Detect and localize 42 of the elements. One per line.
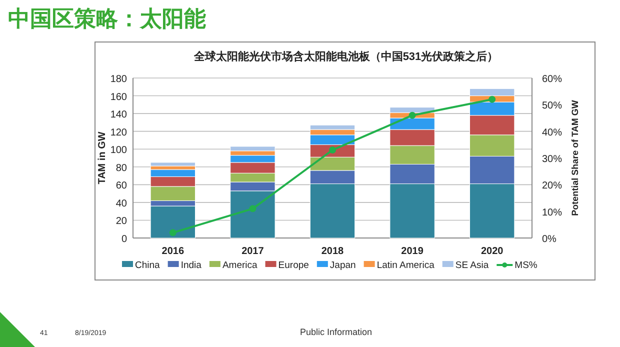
chart-subtitle: 全球太阳能光伏市场含太阳能电池板（中国531光伏政策之后） (192, 50, 498, 63)
y-tick-label: 20 (116, 216, 128, 228)
y-tick-label: 40 (116, 198, 128, 210)
bar (150, 162, 196, 166)
y-tick-label: 80 (116, 162, 128, 174)
legend-label: Latin America (376, 260, 436, 271)
y-tick-label: 0 (121, 234, 128, 245)
point (249, 205, 256, 212)
point (488, 96, 496, 103)
y-tick-label: 100 (110, 145, 128, 156)
x-tick-label: 2019 (401, 246, 424, 257)
text: Public Information (300, 327, 372, 337)
legend-label: America (222, 260, 258, 271)
x-tick-label: 2017 (242, 246, 264, 257)
y2-tick-label: 40% (542, 127, 562, 138)
legend-label: China (135, 260, 161, 271)
y-tick-label: 120 (110, 127, 128, 138)
y2-tick-label: 60% (542, 74, 562, 85)
x-tick-label: 2018 (321, 246, 344, 257)
legend-label: Europe (278, 260, 309, 271)
y-tick-label: 140 (110, 110, 128, 121)
point (329, 146, 336, 154)
y-tick-label: 60 (116, 180, 128, 192)
point (169, 229, 176, 236)
legend-label: India (180, 260, 202, 271)
chart-title: 中国区策略：太阳能 (8, 6, 206, 31)
bar (230, 146, 276, 152)
x-tick-label: 2016 (162, 246, 184, 257)
y2-tick-label: 10% (542, 207, 562, 218)
legend-label: Japan (330, 260, 356, 271)
point (408, 112, 416, 119)
y2-tick-label: 20% (542, 180, 562, 192)
y-tick-label: 180 (110, 74, 128, 85)
y2-axis-title: Potential Share of TAM GW (570, 100, 580, 216)
legend-label: SE Asia (455, 260, 490, 271)
y2-tick-label: 50% (542, 100, 562, 112)
legend-label: MS% (514, 260, 538, 271)
x-tick-label: 2020 (480, 246, 504, 257)
y2-tick-label: 30% (542, 154, 562, 165)
y2-tick-label: 0% (542, 234, 557, 245)
y-axis-title: TAM in GW (97, 131, 108, 184)
y-tick-label: 160 (110, 92, 128, 103)
